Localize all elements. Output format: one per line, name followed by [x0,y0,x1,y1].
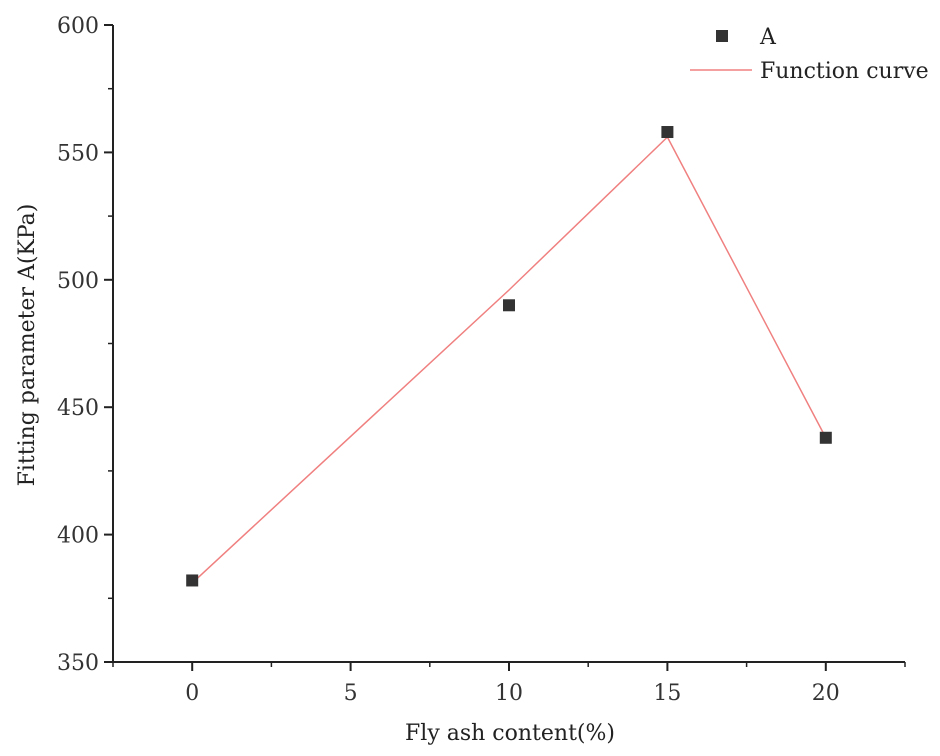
series-layer [186,126,832,587]
axes [112,25,905,663]
legend-label-function-curve: Function curve [760,59,929,84]
legend: A Function curve [690,25,929,84]
x-tick-label: 5 [344,681,358,706]
y-tick-label: 600 [57,14,99,39]
legend-label-A: A [759,25,777,50]
function-curve-line [191,135,827,584]
x-tick-label: 10 [495,681,523,706]
data-point-A [661,126,674,139]
data-point-A [819,431,832,444]
data-point-A [503,299,515,312]
y-ticks: 350 400 450 500 550 600 [57,14,113,676]
y-axis-label: Fitting parameter A(KPa) [15,204,40,487]
x-axis-label: Fly ash content(%) [405,721,615,746]
x-tick-label: 0 [185,681,199,706]
x-tick-label: 15 [653,681,681,706]
y-tick-label: 350 [57,651,99,676]
y-tick-label: 550 [57,141,99,166]
x-ticks: 0 5 10 15 20 [112,662,906,706]
y-tick-label: 400 [57,524,99,549]
y-tick-label: 500 [57,269,99,294]
legend-marker-A [716,30,728,42]
y-tick-label: 450 [57,396,99,421]
data-point-A [186,574,199,587]
x-tick-label: 20 [812,681,840,706]
